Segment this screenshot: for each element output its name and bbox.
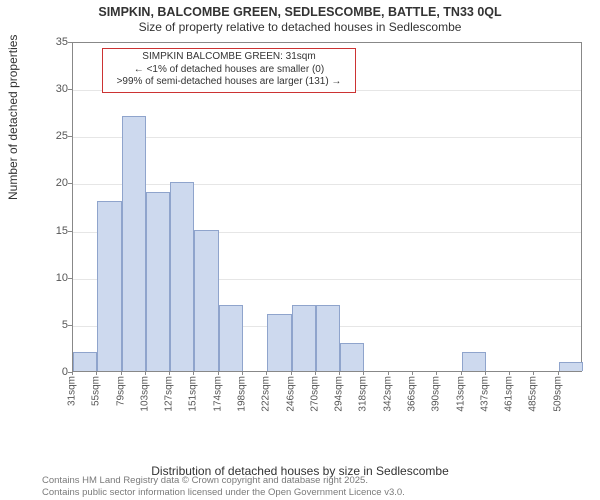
y-tick-mark <box>68 325 72 326</box>
x-tick-label: 485sqm <box>528 376 539 412</box>
x-tick-mark <box>485 371 486 375</box>
x-tick-label: 413sqm <box>455 376 466 412</box>
gridline <box>73 137 581 138</box>
y-tick-label: 5 <box>44 319 68 331</box>
y-tick-mark <box>68 231 72 232</box>
x-tick-label: 246sqm <box>285 376 296 412</box>
y-tick-mark <box>68 183 72 184</box>
x-tick-mark <box>363 371 364 375</box>
y-tick-label: 20 <box>44 177 68 189</box>
x-tick-mark <box>242 371 243 375</box>
x-tick-mark <box>291 371 292 375</box>
y-tick-label: 10 <box>44 272 68 284</box>
x-tick-label: 55sqm <box>91 376 102 406</box>
histogram-bar <box>122 116 146 371</box>
histogram-bar <box>559 362 583 371</box>
callout-line1: SIMPKIN BALCOMBE GREEN: 31sqm <box>109 51 349 64</box>
histogram-bar <box>267 314 291 371</box>
y-tick-mark <box>68 278 72 279</box>
footer-line1: Contains HM Land Registry data © Crown c… <box>42 475 405 486</box>
y-tick-mark <box>68 42 72 43</box>
x-tick-mark <box>558 371 559 375</box>
x-tick-label: 79sqm <box>115 376 126 406</box>
histogram-bar <box>316 305 340 371</box>
footer-line2: Contains public sector information licen… <box>42 487 405 498</box>
x-tick-mark <box>388 371 389 375</box>
x-tick-mark <box>266 371 267 375</box>
x-tick-label: 222sqm <box>261 376 272 412</box>
x-tick-label: 318sqm <box>358 376 369 412</box>
histogram-bar <box>97 201 121 371</box>
x-tick-mark <box>315 371 316 375</box>
x-tick-label: 151sqm <box>188 376 199 412</box>
y-axis-label: Number of detached properties <box>6 35 20 200</box>
x-tick-label: 174sqm <box>212 376 223 412</box>
x-tick-label: 31sqm <box>67 376 78 406</box>
x-tick-mark <box>218 371 219 375</box>
x-tick-mark <box>436 371 437 375</box>
callout-box: SIMPKIN BALCOMBE GREEN: 31sqm ← <1% of d… <box>102 48 356 93</box>
x-tick-mark <box>461 371 462 375</box>
y-tick-mark <box>68 89 72 90</box>
histogram-bar <box>292 305 316 371</box>
histogram-bar <box>146 192 170 371</box>
x-tick-label: 509sqm <box>552 376 563 412</box>
histogram-bar <box>73 352 97 371</box>
y-tick-label: 15 <box>44 225 68 237</box>
x-tick-mark <box>193 371 194 375</box>
x-tick-label: 198sqm <box>237 376 248 412</box>
x-tick-mark <box>509 371 510 375</box>
x-tick-mark <box>121 371 122 375</box>
x-tick-label: 390sqm <box>431 376 442 412</box>
attribution-footer: Contains HM Land Registry data © Crown c… <box>42 475 405 498</box>
x-tick-label: 366sqm <box>407 376 418 412</box>
x-tick-label: 127sqm <box>164 376 175 412</box>
x-tick-label: 270sqm <box>309 376 320 412</box>
x-tick-label: 437sqm <box>479 376 490 412</box>
histogram-bar <box>194 230 218 371</box>
x-tick-mark <box>169 371 170 375</box>
y-tick-label: 35 <box>44 36 68 48</box>
x-tick-label: 342sqm <box>382 376 393 412</box>
x-tick-mark <box>145 371 146 375</box>
histogram-bar <box>462 352 486 371</box>
callout-line3: >99% of semi-detached houses are larger … <box>109 76 349 89</box>
histogram-chart: 05101520253035 31sqm55sqm79sqm103sqm127s… <box>42 42 582 414</box>
x-tick-mark <box>96 371 97 375</box>
gridline <box>73 184 581 185</box>
y-tick-label: 30 <box>44 83 68 95</box>
x-tick-label: 103sqm <box>139 376 150 412</box>
y-tick-label: 0 <box>44 366 68 378</box>
x-tick-mark <box>412 371 413 375</box>
histogram-bar <box>340 343 364 371</box>
x-tick-mark <box>339 371 340 375</box>
y-tick-label: 25 <box>44 130 68 142</box>
chart-subtitle: Size of property relative to detached ho… <box>0 20 600 36</box>
chart-title: SIMPKIN, BALCOMBE GREEN, SEDLESCOMBE, BA… <box>0 4 600 20</box>
x-tick-mark <box>72 371 73 375</box>
y-tick-mark <box>68 136 72 137</box>
histogram-bar <box>219 305 243 371</box>
x-tick-label: 294sqm <box>334 376 345 412</box>
callout-line2: ← <1% of detached houses are smaller (0) <box>109 64 349 77</box>
x-tick-label: 461sqm <box>504 376 515 412</box>
x-tick-mark <box>533 371 534 375</box>
histogram-bar <box>170 182 194 371</box>
